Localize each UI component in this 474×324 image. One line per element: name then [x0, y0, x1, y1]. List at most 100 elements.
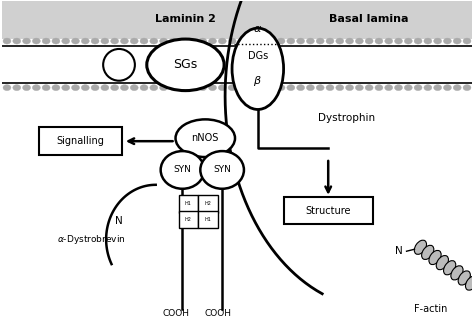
Text: F-actin: F-actin: [414, 304, 447, 314]
Ellipse shape: [394, 38, 402, 44]
Ellipse shape: [414, 38, 422, 44]
Ellipse shape: [32, 85, 40, 91]
Ellipse shape: [189, 38, 197, 44]
Ellipse shape: [414, 85, 422, 91]
Ellipse shape: [232, 28, 283, 110]
Ellipse shape: [72, 85, 80, 91]
Ellipse shape: [23, 85, 30, 91]
Text: H1: H1: [205, 217, 212, 222]
Ellipse shape: [52, 85, 60, 91]
Ellipse shape: [42, 85, 50, 91]
Ellipse shape: [82, 85, 89, 91]
Ellipse shape: [169, 38, 177, 44]
Ellipse shape: [199, 85, 207, 91]
Text: Structure: Structure: [305, 206, 351, 215]
Text: N: N: [395, 246, 402, 256]
Text: Laminin 2: Laminin 2: [155, 14, 216, 24]
Ellipse shape: [3, 85, 11, 91]
Ellipse shape: [238, 38, 246, 44]
Ellipse shape: [404, 85, 412, 91]
Ellipse shape: [101, 38, 109, 44]
Ellipse shape: [458, 271, 470, 285]
Text: H1: H1: [185, 201, 192, 206]
Ellipse shape: [209, 85, 217, 91]
Text: N: N: [115, 216, 123, 226]
Ellipse shape: [465, 276, 474, 290]
Ellipse shape: [140, 85, 148, 91]
Ellipse shape: [32, 38, 40, 44]
Ellipse shape: [444, 260, 456, 275]
Text: H2: H2: [205, 201, 212, 206]
Ellipse shape: [316, 38, 324, 44]
Text: SYN: SYN: [173, 166, 191, 174]
Ellipse shape: [424, 85, 432, 91]
Text: Dystrophin: Dystrophin: [319, 113, 375, 123]
Ellipse shape: [444, 38, 451, 44]
Text: DGs: DGs: [248, 51, 268, 61]
Ellipse shape: [91, 85, 99, 91]
Ellipse shape: [463, 38, 471, 44]
FancyBboxPatch shape: [39, 127, 122, 155]
Ellipse shape: [169, 85, 177, 91]
Ellipse shape: [160, 85, 167, 91]
Ellipse shape: [307, 38, 314, 44]
Ellipse shape: [91, 38, 99, 44]
Ellipse shape: [297, 85, 305, 91]
Ellipse shape: [356, 38, 363, 44]
Ellipse shape: [336, 85, 344, 91]
Ellipse shape: [473, 281, 474, 295]
Text: $\alpha$: $\alpha$: [253, 24, 263, 34]
Ellipse shape: [356, 85, 363, 91]
Text: $\alpha$-Dystrobrevin: $\alpha$-Dystrobrevin: [57, 233, 126, 246]
Ellipse shape: [434, 85, 442, 91]
Ellipse shape: [160, 38, 167, 44]
Ellipse shape: [42, 38, 50, 44]
Ellipse shape: [434, 38, 442, 44]
Ellipse shape: [140, 38, 148, 44]
Ellipse shape: [150, 38, 158, 44]
Ellipse shape: [72, 38, 80, 44]
Ellipse shape: [375, 38, 383, 44]
Ellipse shape: [451, 266, 463, 280]
Ellipse shape: [248, 38, 255, 44]
Ellipse shape: [404, 38, 412, 44]
Ellipse shape: [463, 85, 471, 91]
Ellipse shape: [111, 85, 118, 91]
FancyBboxPatch shape: [283, 197, 373, 225]
Ellipse shape: [394, 85, 402, 91]
Ellipse shape: [150, 85, 158, 91]
Ellipse shape: [228, 85, 236, 91]
FancyBboxPatch shape: [198, 211, 218, 228]
Ellipse shape: [277, 38, 285, 44]
Ellipse shape: [375, 85, 383, 91]
Ellipse shape: [453, 85, 461, 91]
Ellipse shape: [287, 85, 295, 91]
Ellipse shape: [199, 38, 207, 44]
Ellipse shape: [130, 38, 138, 44]
Ellipse shape: [444, 85, 451, 91]
Ellipse shape: [62, 38, 70, 44]
Ellipse shape: [147, 39, 224, 91]
FancyBboxPatch shape: [179, 211, 198, 228]
Text: Signalling: Signalling: [56, 136, 104, 146]
Ellipse shape: [52, 38, 60, 44]
Ellipse shape: [385, 38, 392, 44]
Ellipse shape: [161, 151, 204, 189]
Ellipse shape: [130, 85, 138, 91]
Text: SYN: SYN: [213, 166, 231, 174]
FancyBboxPatch shape: [198, 195, 218, 213]
Ellipse shape: [436, 256, 448, 270]
Ellipse shape: [365, 85, 373, 91]
Ellipse shape: [277, 85, 285, 91]
Ellipse shape: [267, 38, 275, 44]
Text: SGs: SGs: [173, 58, 198, 71]
Ellipse shape: [346, 85, 354, 91]
Ellipse shape: [111, 38, 118, 44]
Ellipse shape: [257, 38, 265, 44]
Ellipse shape: [429, 250, 441, 265]
Ellipse shape: [219, 85, 226, 91]
Ellipse shape: [316, 85, 324, 91]
Ellipse shape: [82, 38, 89, 44]
Ellipse shape: [179, 38, 187, 44]
Text: $\beta$: $\beta$: [254, 74, 262, 88]
